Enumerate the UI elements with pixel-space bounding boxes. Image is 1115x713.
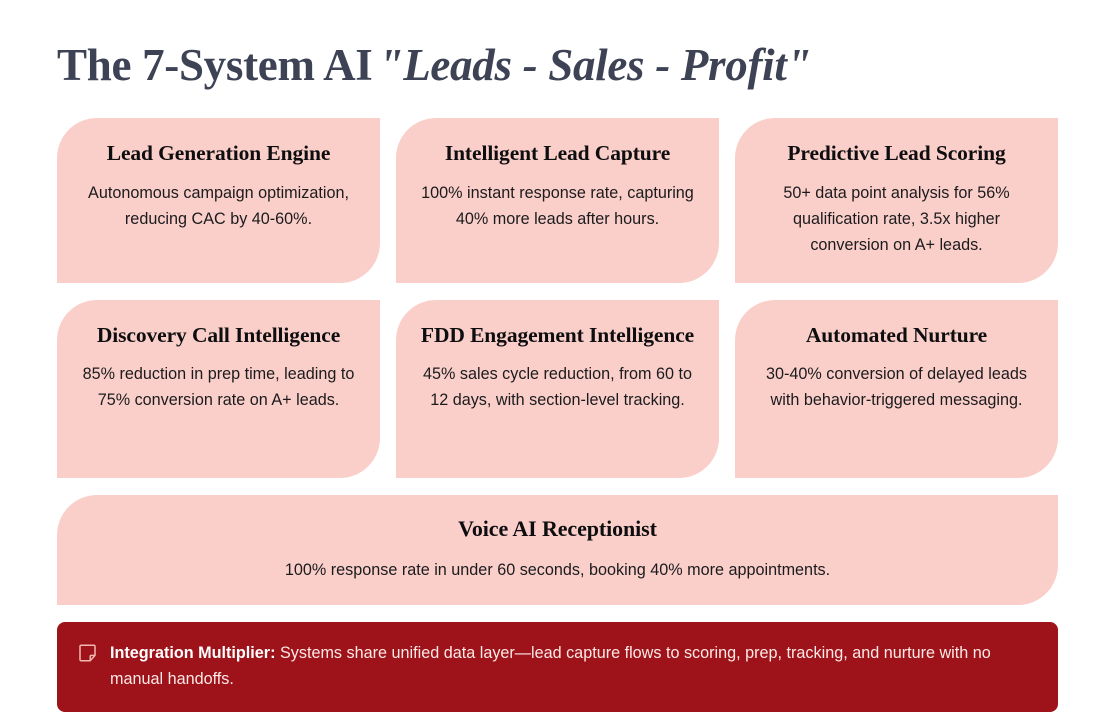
system-card-voice-ai-receptionist: Voice AI Receptionist 100% response rate… bbox=[57, 494, 1058, 605]
sticky-note-icon bbox=[79, 644, 96, 662]
banner-description: Systems share unified data layer—lead ca… bbox=[110, 644, 991, 689]
card-title: Automated Nurture bbox=[805, 322, 988, 347]
banner-text: Integration Multiplier: Systems share un… bbox=[110, 640, 1036, 692]
card-title: Lead Generation Engine bbox=[106, 141, 331, 166]
card-title: Intelligent Lead Capture bbox=[444, 141, 671, 166]
page-title: The 7-System AI "Leads - Sales - Profit" bbox=[57, 0, 1058, 90]
card-title: Discovery Call Intelligence bbox=[96, 322, 341, 347]
card-body: 30-40% conversion of delayed leads with … bbox=[766, 365, 1027, 410]
system-card-automated-nurture: Automated Nurture 30-40% conversion of d… bbox=[735, 299, 1058, 478]
integration-multiplier-banner: Integration Multiplier: Systems share un… bbox=[57, 622, 1058, 713]
system-card-grid: Lead Generation Engine Autonomous campai… bbox=[57, 118, 1058, 605]
system-card-predictive-lead-scoring: Predictive Lead Scoring 50+ data point a… bbox=[735, 118, 1058, 283]
page-title-quote: "Leads - Sales - Profit" bbox=[378, 40, 812, 90]
system-card-lead-generation-engine: Lead Generation Engine Autonomous campai… bbox=[57, 118, 380, 283]
card-title: Voice AI Receptionist bbox=[458, 515, 657, 541]
card-body: Autonomous campaign optimization, reduci… bbox=[88, 183, 349, 229]
system-card-intelligent-lead-capture: Intelligent Lead Capture 100% instant re… bbox=[396, 118, 719, 283]
system-card-discovery-call-intelligence: Discovery Call Intelligence 85% reductio… bbox=[57, 299, 380, 478]
card-body: 45% sales cycle reduction, from 60 to 12… bbox=[422, 365, 693, 410]
system-card-fdd-engagement-intelligence: FDD Engagement Intelligence 45% sales cy… bbox=[396, 299, 719, 478]
card-body: 85% reduction in prep time, leading to 7… bbox=[82, 365, 355, 410]
page-title-main: The 7-System AI bbox=[57, 40, 373, 90]
card-body: 50+ data point analysis for 56% qualific… bbox=[783, 183, 1010, 255]
card-body: 100% response rate in under 60 seconds, … bbox=[284, 560, 831, 579]
card-title: Predictive Lead Scoring bbox=[787, 141, 1006, 166]
banner-label: Integration Multiplier: bbox=[110, 644, 276, 662]
card-title: FDD Engagement Intelligence bbox=[420, 322, 695, 347]
card-body: 100% instant response rate, capturing 40… bbox=[421, 183, 694, 229]
